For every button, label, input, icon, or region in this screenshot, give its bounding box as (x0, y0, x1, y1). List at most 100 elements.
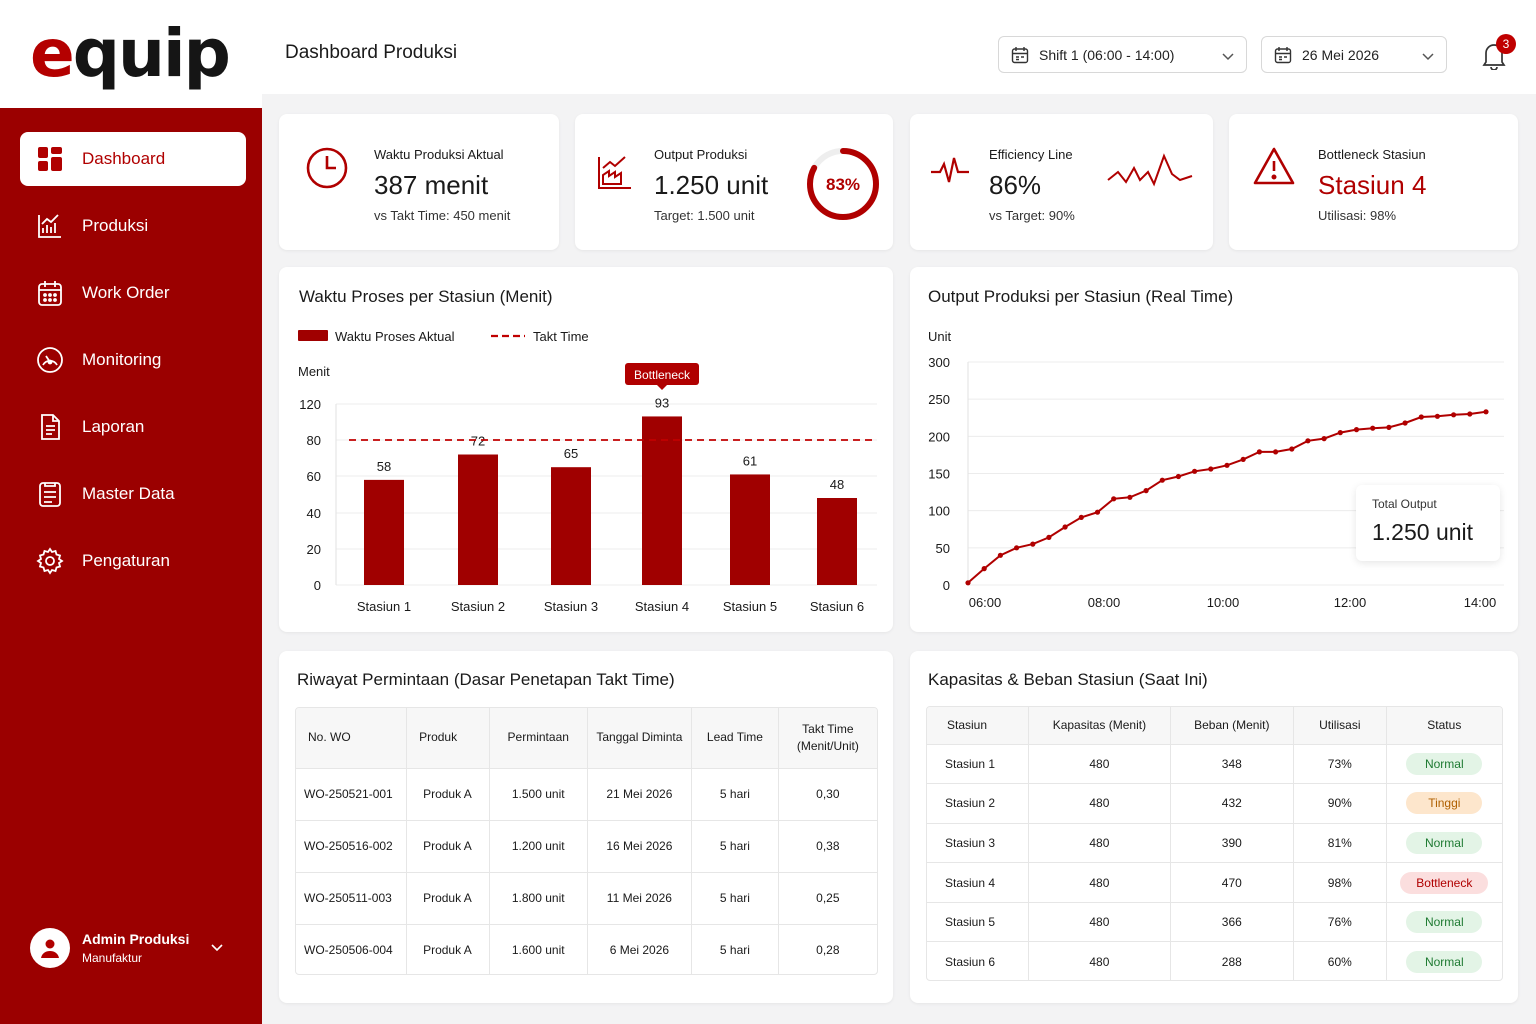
table-row[interactable]: WO-250506-004 Produk A 1.600 unit 6 Mei 202… (296, 924, 877, 974)
sidebar-item-work-order[interactable]: Work Order (20, 266, 246, 320)
table-cell: 480 (1028, 823, 1171, 864)
table-row[interactable]: Stasiun 1 480 348 73% Normal (927, 744, 1502, 785)
table-row[interactable]: WO-250521-001 Produk A 1.500 unit 21 Mei 20… (296, 768, 877, 821)
y-tick-label: 0 (314, 578, 321, 593)
table-row[interactable]: WO-250511-003 Produk A 1.800 unit 11 Mei 20… (296, 872, 877, 925)
x-tick-label: Stasiun 3 (544, 599, 598, 614)
table-cell: 366 (1170, 902, 1295, 943)
bar-value-label: 48 (830, 477, 844, 492)
bar-value-label: 72 (471, 434, 485, 449)
kpi-label: Output Produksi (654, 147, 748, 162)
status-badge: Bottleneck (1400, 871, 1489, 894)
status-badge: Tinggi (1406, 792, 1483, 815)
shift-value: Shift 1 (06:00 - 14:00) (1039, 46, 1175, 63)
table-cell: Stasiun 4 (927, 862, 1030, 903)
user-menu[interactable]: Admin Produksi Manufaktur (30, 928, 223, 968)
data-point (1434, 413, 1440, 419)
document-icon (36, 413, 64, 441)
bar-value-label: 93 (655, 395, 669, 410)
data-point (981, 566, 987, 572)
shift-select[interactable]: Shift 1 (06:00 - 14:00) (998, 36, 1247, 73)
gear-icon (36, 547, 64, 575)
data-point (1402, 420, 1408, 426)
table-cell: 480 (1028, 862, 1171, 903)
logo: e quip (0, 0, 262, 108)
data-point (1418, 414, 1424, 420)
kpi-value: 1.250 unit (654, 170, 769, 200)
y-tick-label: 150 (928, 467, 950, 482)
bottleneck-callout (625, 363, 699, 385)
sidebar-item-laporan[interactable]: Laporan (20, 400, 246, 454)
table-cell: 90% (1293, 783, 1387, 824)
total-output-callout: Total Output 1.250 unit (1356, 485, 1500, 561)
status-cell: Normal (1386, 902, 1502, 943)
table-cell: 60% (1293, 941, 1387, 980)
kpi-label: Efficiency Line (989, 147, 1073, 162)
logo-wordmark: e quip (30, 15, 231, 92)
table-row[interactable]: WO-250516-002 Produk A 1.200 unit 16 Mei 20… (296, 820, 877, 873)
calendar-icon (1011, 46, 1029, 64)
table-cell: 390 (1170, 823, 1295, 864)
kpi-sub: vs Target: 90% (989, 208, 1075, 223)
kpi-label: Bottleneck Stasiun (1318, 147, 1426, 162)
table-cell: WO-250511-003 (296, 872, 408, 925)
table-cell: 480 (1028, 783, 1171, 824)
legend-takt-label: Takt Time (533, 329, 589, 344)
sidebar-item-monitoring[interactable]: Monitoring (20, 333, 246, 387)
column-header: Status (1386, 707, 1502, 745)
sidebar-item-produksi[interactable]: Produksi (20, 199, 246, 253)
table-cell: Produk A (406, 768, 490, 821)
table-cell: 470 (1170, 862, 1295, 903)
notification-badge: 3 (1496, 34, 1516, 54)
table-cell: Produk A (406, 872, 490, 925)
y-tick-label: 60 (307, 469, 321, 484)
bar (364, 479, 404, 585)
status-badge: Normal (1406, 951, 1483, 974)
top-header: Dashboard Produksi Shift 1 (06:00 - 14:0… (262, 0, 1536, 94)
sidebar-item-pengaturan[interactable]: Pengaturan (20, 534, 246, 588)
table-cell: 0,25 (778, 872, 877, 925)
status-badge: Normal (1406, 831, 1483, 854)
data-point (1127, 494, 1133, 500)
data-point (1159, 477, 1165, 483)
table-cell: WO-250506-004 (296, 924, 408, 974)
status-cell: Bottleneck (1386, 862, 1502, 903)
kpi-card-output: Output Produksi 1.250 unit Target: 1.500… (575, 114, 893, 250)
y-tick-label: 100 (928, 504, 950, 519)
sidebar-item-master-data[interactable]: Master Data (20, 467, 246, 521)
data-point (1014, 545, 1020, 551)
bar (817, 498, 857, 585)
table-cell: 1.200 unit (489, 820, 588, 873)
table-row[interactable]: Stasiun 2 480 432 90% Tinggi (927, 783, 1502, 824)
status-cell: Normal (1386, 744, 1502, 785)
data-point (1321, 436, 1327, 442)
table-cell: 5 hari (691, 820, 779, 873)
table-row[interactable]: Stasiun 6 480 288 60% Normal (927, 941, 1502, 980)
warning-icon (1253, 146, 1297, 190)
table-cell: 480 (1028, 941, 1171, 980)
y-tick-label: 120 (299, 397, 321, 412)
kpi-card-efficiency: Efficiency Line 86% vs Target: 90% (910, 114, 1213, 250)
data-point (1483, 409, 1489, 415)
user-icon (41, 939, 59, 958)
sidebar-item-dashboard[interactable]: Dashboard (20, 132, 246, 186)
table-cell: 1.600 unit (489, 924, 588, 974)
pulse-icon (930, 154, 974, 198)
bottleneck-callout-label: Bottleneck (634, 368, 691, 382)
x-tick-label: Stasiun 6 (810, 599, 864, 614)
table-row[interactable]: Stasiun 5 480 366 76% Normal (927, 902, 1502, 943)
avatar (30, 928, 70, 968)
date-select[interactable]: 26 Mei 2026 (1261, 36, 1447, 73)
legend-actual-label: Waktu Proses Aktual (335, 329, 455, 344)
chevron-down-icon[interactable] (211, 939, 223, 957)
table-cell: 1.500 unit (489, 768, 588, 821)
kpi-card-time: Waktu Produksi Aktual 387 menit vs Takt … (279, 114, 559, 250)
data-point (1467, 411, 1473, 417)
column-header: No. WO (296, 708, 408, 769)
table-row[interactable]: Stasiun 3 480 390 81% Normal (927, 823, 1502, 864)
data-point (1273, 449, 1279, 455)
list-icon (36, 480, 64, 508)
data-point (1240, 456, 1246, 462)
user-role: Manufaktur (82, 951, 143, 965)
table-row[interactable]: Stasiun 4 480 470 98% Bottleneck (927, 862, 1502, 903)
